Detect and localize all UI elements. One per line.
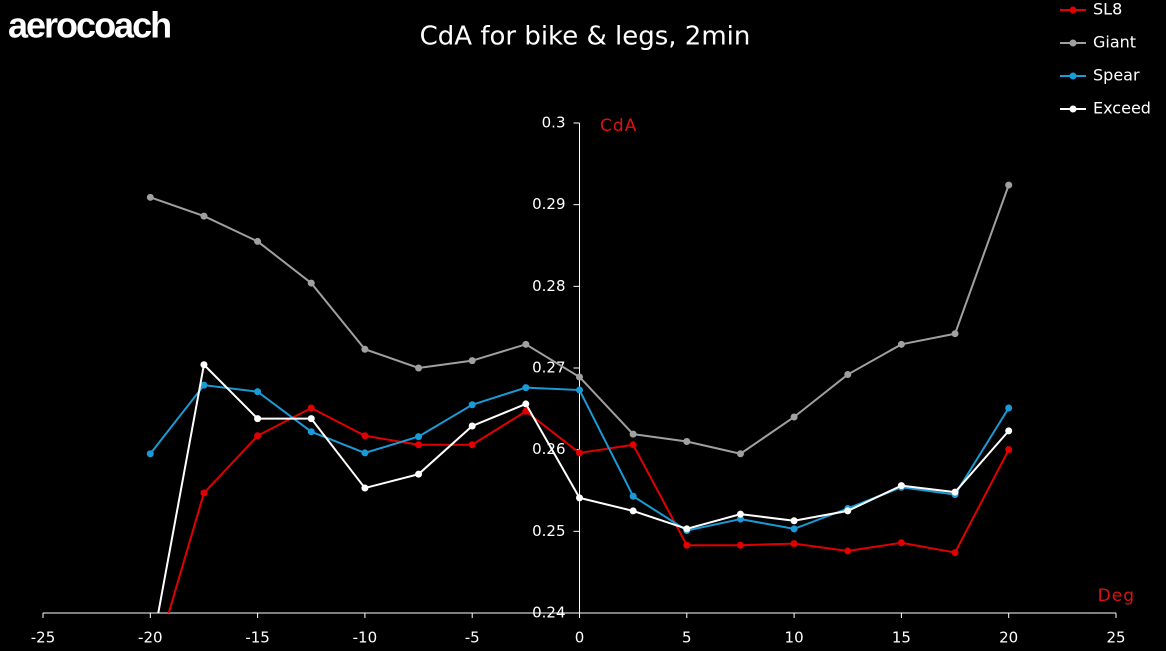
data-point [629,430,637,438]
x-tick-label: -15 [245,629,270,647]
data-point [200,361,208,369]
legend-label: Giant [1093,33,1136,52]
y-tick-label: 0.26 [532,440,565,458]
data-point [361,345,369,353]
data-point [307,415,315,423]
data-point [790,517,798,525]
legend-dot [1069,39,1077,47]
y-tick-label: 0.25 [532,522,565,540]
x-tick-label: 5 [682,629,692,647]
data-point [522,384,530,392]
x-axis-label: Deg [1098,586,1135,606]
data-point [1005,427,1013,435]
data-point [361,432,369,440]
legend-dot [1069,105,1077,113]
data-point [790,540,798,548]
x-tick-label: -5 [465,629,480,647]
data-point [307,428,315,436]
data-point [254,432,262,440]
data-point [254,388,262,396]
x-tick-label: 10 [785,629,804,647]
data-point [736,541,744,549]
data-point [415,470,423,478]
y-tick-label: 0.3 [542,114,566,132]
x-tick-label: 15 [892,629,911,647]
plot-area [146,181,1013,613]
data-point [576,449,583,457]
data-point [736,510,744,518]
data-point [844,507,852,515]
legend-dot [1069,6,1077,14]
data-point [146,193,154,201]
data-point [200,381,208,389]
data-point [254,415,262,423]
data-point [522,400,530,408]
data-point [736,515,744,523]
data-point [468,401,476,409]
data-point [897,482,905,490]
data-point [844,371,852,379]
brand-logo: aerocoach [8,5,170,46]
data-point [576,386,583,394]
data-point [200,212,208,220]
y-axis-label: CdA [600,116,637,136]
data-point [790,413,798,421]
data-point [307,279,315,287]
data-point [254,237,262,245]
data-point [629,492,637,500]
data-point [629,507,637,515]
data-point [897,539,905,547]
data-point [951,488,959,496]
y-tick-label: 0.24 [532,604,565,622]
data-point [200,489,208,497]
data-point [361,449,369,457]
data-point [415,364,423,372]
data-point [683,438,691,445]
chart-title: CdA for bike & legs, 2min [420,22,751,52]
data-point [951,330,959,338]
data-point [736,450,744,458]
x-tick-label: 25 [1106,629,1125,647]
data-point [1005,181,1013,189]
data-point [468,422,476,430]
data-point [629,441,637,449]
data-point [522,340,530,348]
x-tick-label: -25 [31,629,56,647]
data-point [951,549,959,557]
data-point [1005,446,1013,454]
x-tick-label: 20 [999,629,1018,647]
legend-label: SL8 [1093,0,1122,19]
y-tick-label: 0.27 [532,359,565,377]
data-point [415,441,423,449]
data-point [576,373,583,381]
x-tick-label: -20 [138,629,163,647]
data-point [790,525,798,533]
data-point [1005,404,1013,412]
data-point [522,407,530,415]
data-point [307,404,315,412]
y-tick-label: 0.29 [532,195,565,213]
y-tick-label: 0.28 [532,277,565,295]
data-point [897,340,905,348]
data-point [361,484,369,492]
x-tick-label: 0 [575,629,585,647]
data-point [844,547,852,555]
legend-dot [1069,72,1077,80]
data-point [576,494,583,502]
data-point [415,433,423,441]
legend-label: Spear [1093,66,1140,85]
data-point [683,541,691,549]
data-point [468,441,476,449]
data-point [468,357,476,365]
x-tick-label: -10 [353,629,378,647]
legend-label: Exceed [1093,99,1151,118]
data-point [683,525,691,533]
data-point [146,450,154,458]
